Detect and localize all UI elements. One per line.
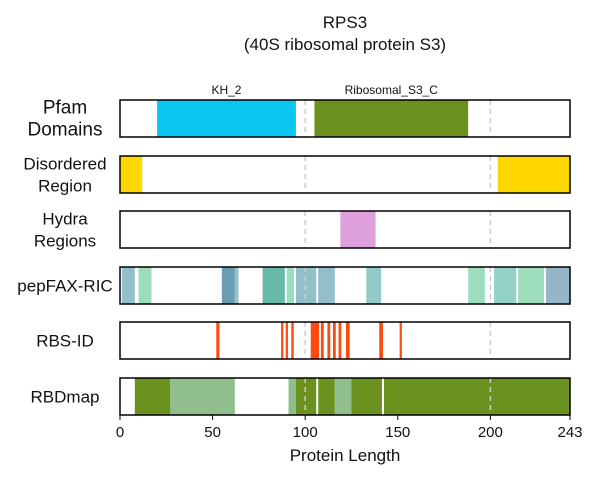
track-rbsid: RBS-ID <box>36 321 571 360</box>
segment-rbdmap <box>295 378 335 415</box>
segment-disordered <box>120 156 143 193</box>
segment-rbsid <box>379 322 383 359</box>
segment-rbdmap <box>334 378 352 415</box>
segment-rbsid <box>332 322 336 359</box>
track-disordered: Disordered Region <box>23 155 571 196</box>
track-label: Disordered <box>23 155 106 174</box>
track-pepfax: pepFAX-RIC <box>17 266 571 305</box>
track-label: RBDmap <box>31 388 100 407</box>
track-label: Region <box>38 177 92 196</box>
x-axis: 0 50 100 150 200 243 <box>116 415 583 441</box>
segment-pfam <box>314 100 469 137</box>
domain-label: Ribosomal_S3_C <box>345 83 439 97</box>
segment-rbdmap <box>134 378 170 415</box>
segment-pepfax <box>221 267 235 304</box>
x-tick-label: 243 <box>557 424 582 441</box>
segment-rbdmap <box>170 378 235 415</box>
segment-rbsid <box>320 322 324 359</box>
segment-pepfax <box>545 267 570 304</box>
segment-pfam <box>157 100 296 137</box>
chart-title: RPS3 <box>323 13 367 32</box>
segment-rbsid <box>327 322 331 359</box>
segment-rbsid <box>310 322 320 359</box>
segment-pepfax <box>318 267 335 304</box>
track-frame <box>119 155 571 194</box>
segment-rbsid <box>345 322 350 359</box>
x-tick-label: 150 <box>385 424 410 441</box>
track-hydra: Hydra Regions <box>34 210 571 251</box>
track-label: pepFAX-RIC <box>17 277 112 296</box>
x-tick-label: 0 <box>116 424 124 441</box>
segment-disordered <box>497 156 570 193</box>
x-tick-label: 200 <box>478 424 503 441</box>
segment-hydra <box>340 211 376 248</box>
track-label: Regions <box>34 232 96 251</box>
track-label: Hydra <box>42 210 88 229</box>
segment-pepfax <box>494 267 517 304</box>
segment-rbdmap <box>288 378 296 415</box>
x-axis-label: Protein Length <box>290 446 401 465</box>
segment-pepfax <box>262 267 285 304</box>
segment-rbsid <box>399 322 402 359</box>
segment-pepfax <box>468 267 485 304</box>
chart-subtitle: (40S ribosomal protein S3) <box>244 35 446 54</box>
segment-rbsid <box>281 322 284 359</box>
segment-rbdmap <box>351 378 570 415</box>
segment-rbsid <box>338 322 342 359</box>
x-tick-label: 50 <box>204 424 221 441</box>
domain-label: KH_2 <box>211 83 241 97</box>
track-frame <box>119 377 571 416</box>
track-label: Domains <box>28 120 103 141</box>
segment-rbsid <box>291 322 294 359</box>
track-frame <box>119 266 571 305</box>
segment-pepfax <box>518 267 545 304</box>
track-frame <box>119 210 571 249</box>
segment-pepfax <box>234 267 239 304</box>
track-frame <box>119 99 571 138</box>
track-rbdmap: RBDmap <box>31 377 571 416</box>
track-frame <box>119 321 571 360</box>
segment-pepfax <box>286 267 295 304</box>
segment-rbsid <box>285 322 288 359</box>
track-label: RBS-ID <box>36 332 94 351</box>
segment-pepfax <box>295 267 317 304</box>
segment-pepfax <box>121 267 135 304</box>
segment-pepfax <box>366 267 382 304</box>
x-tick-label: 100 <box>293 424 318 441</box>
segment-pepfax <box>138 267 152 304</box>
segment-rbsid <box>216 322 220 359</box>
track-label: Pfam <box>43 98 87 119</box>
